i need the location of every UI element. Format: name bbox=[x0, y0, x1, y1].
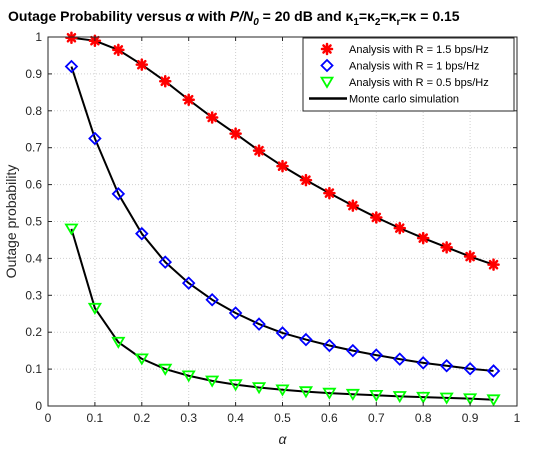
legend-entry-r05: Analysis with R = 0.5 bps/Hz bbox=[319, 76, 489, 89]
x-tick-label: 0.3 bbox=[180, 411, 197, 425]
asterisk-marker-r15 bbox=[112, 43, 125, 57]
analysis-markers bbox=[64, 31, 501, 407]
y-axis-label: Outage probability bbox=[3, 165, 19, 279]
asterisk-marker-r15 bbox=[393, 221, 406, 235]
triangle-marker-r05 bbox=[275, 384, 290, 397]
diamond-marker-r1 bbox=[322, 338, 337, 353]
legend-marker-symbol bbox=[320, 58, 334, 73]
x-tick-label: 0.6 bbox=[321, 411, 338, 425]
diamond-marker-r1 bbox=[158, 255, 173, 269]
diamond-marker-r1 bbox=[181, 276, 196, 290]
triangle-marker-r05 bbox=[251, 382, 267, 395]
asterisk-marker-r15 bbox=[65, 31, 78, 44]
triangle-marker-r05 bbox=[87, 302, 102, 315]
legend-label: Analysis with R = 1 bps/Hz bbox=[349, 61, 480, 73]
axis-ticks: 0 0.1 0.2 0.3 0.4 0.5 0.6 0.7 0.8 0.9 1 0 0.1 0.2 0.3 0… bbox=[25, 30, 520, 425]
legend-label: Analysis with R = 0.5 bps/Hz bbox=[349, 77, 489, 89]
y-tick-label: 0.7 bbox=[25, 141, 42, 155]
legend-marker-symbol bbox=[320, 42, 334, 56]
diamond-marker-r1 bbox=[486, 364, 501, 378]
triangle-marker-r05 bbox=[322, 387, 337, 400]
triangle-marker-r05 bbox=[228, 379, 243, 392]
x-axis-label: α bbox=[279, 431, 288, 447]
y-tick-label: 0.6 bbox=[25, 178, 42, 192]
triangle-marker-r05 bbox=[205, 375, 220, 388]
x-tick-label: 0.4 bbox=[227, 411, 244, 425]
diamond-marker-r1 bbox=[88, 131, 102, 146]
diamond-marker-r1 bbox=[392, 352, 407, 366]
triangle-marker-r05 bbox=[298, 386, 314, 399]
legend-entry-simulation: Monte carlo simulation bbox=[309, 94, 459, 106]
triangle-marker-r05 bbox=[158, 363, 173, 376]
asterisk-marker-r15 bbox=[182, 93, 195, 106]
diamond-marker-r1 bbox=[346, 343, 360, 358]
diamond-marker-r1 bbox=[275, 326, 290, 340]
diamond-marker-r1 bbox=[416, 356, 430, 370]
diamond-marker-r1 bbox=[111, 187, 126, 201]
diamond-marker-r1 bbox=[252, 317, 266, 331]
asterisk-marker-r15 bbox=[323, 186, 336, 200]
triangle-marker-r05 bbox=[392, 391, 407, 404]
triangle-marker-r05 bbox=[486, 394, 501, 407]
asterisk-marker-r15 bbox=[159, 75, 172, 88]
diamond-marker-r1 bbox=[228, 306, 243, 320]
y-tick-label: 0.8 bbox=[25, 104, 42, 118]
triangle-marker-r05 bbox=[416, 391, 431, 404]
legend-label: Monte carlo simulation bbox=[349, 94, 459, 106]
triangle-marker-r05 bbox=[181, 370, 196, 383]
x-tick-label: 0.5 bbox=[274, 411, 291, 425]
x-tick-label: 0 bbox=[45, 411, 52, 425]
triangle-marker-r05 bbox=[111, 336, 126, 349]
y-tick-label: 0.2 bbox=[25, 325, 42, 339]
asterisk-marker-r15 bbox=[299, 173, 313, 187]
asterisk-marker-r15 bbox=[205, 111, 219, 124]
x-tick-label: 0.8 bbox=[415, 411, 432, 425]
asterisk-marker-r15 bbox=[276, 159, 289, 173]
x-tick-label: 0.7 bbox=[368, 411, 385, 425]
y-tick-label: 0.9 bbox=[25, 67, 42, 81]
asterisk-marker-r15 bbox=[252, 144, 266, 157]
y-tick-label: 0.5 bbox=[25, 215, 42, 229]
y-tick-label: 0.3 bbox=[25, 288, 42, 302]
diamond-marker-r1 bbox=[135, 226, 149, 241]
x-tick-label: 0.2 bbox=[133, 411, 150, 425]
diamond-marker-r1 bbox=[369, 348, 384, 362]
asterisk-marker-r15 bbox=[463, 250, 477, 263]
legend-entry-r1: Analysis with R = 1 bps/Hz bbox=[320, 58, 480, 73]
x-tick-label: 1 bbox=[514, 411, 521, 425]
asterisk-marker-r15 bbox=[370, 211, 383, 224]
y-tick-label: 0 bbox=[35, 399, 42, 413]
diamond-marker-r1 bbox=[439, 359, 454, 373]
diamond-marker-r1 bbox=[205, 292, 219, 307]
x-tick-label: 0.1 bbox=[87, 411, 104, 425]
chart-title: Outage Probability versus α with P/N0 = … bbox=[8, 8, 460, 28]
triangle-marker-r05 bbox=[134, 353, 149, 366]
y-tick-label: 0.1 bbox=[25, 362, 42, 376]
diamond-marker-r1 bbox=[299, 332, 313, 347]
asterisk-marker-r15 bbox=[229, 127, 242, 140]
diamond-marker-r1 bbox=[463, 361, 477, 376]
asterisk-marker-r15 bbox=[346, 199, 360, 212]
legend-label: Analysis with R = 1.5 bps/Hz bbox=[349, 44, 489, 56]
diamond-marker-r1 bbox=[64, 59, 79, 74]
triangle-marker-r05 bbox=[64, 223, 79, 236]
legend: Analysis with R = 1.5 bps/Hz Analysis wit… bbox=[302, 37, 515, 112]
triangle-marker-r05 bbox=[463, 393, 478, 406]
legend-entry-r15: Analysis with R = 1.5 bps/Hz bbox=[320, 42, 489, 56]
triangle-marker-r05 bbox=[369, 389, 384, 403]
y-tick-label: 0.4 bbox=[25, 251, 42, 265]
asterisk-marker-r15 bbox=[416, 231, 430, 245]
legend-marker-symbol bbox=[319, 76, 335, 89]
x-tick-label: 0.9 bbox=[462, 411, 479, 425]
y-tick-label: 1 bbox=[35, 30, 42, 44]
asterisk-marker-r15 bbox=[487, 258, 500, 271]
asterisk-marker-r15 bbox=[440, 241, 453, 254]
triangle-marker-r05 bbox=[439, 392, 454, 405]
simulation-curve-r1 bbox=[70, 66, 494, 372]
asterisk-marker-r15 bbox=[135, 58, 149, 71]
triangle-marker-r05 bbox=[345, 388, 360, 401]
simulation-curve-r05 bbox=[70, 228, 494, 401]
